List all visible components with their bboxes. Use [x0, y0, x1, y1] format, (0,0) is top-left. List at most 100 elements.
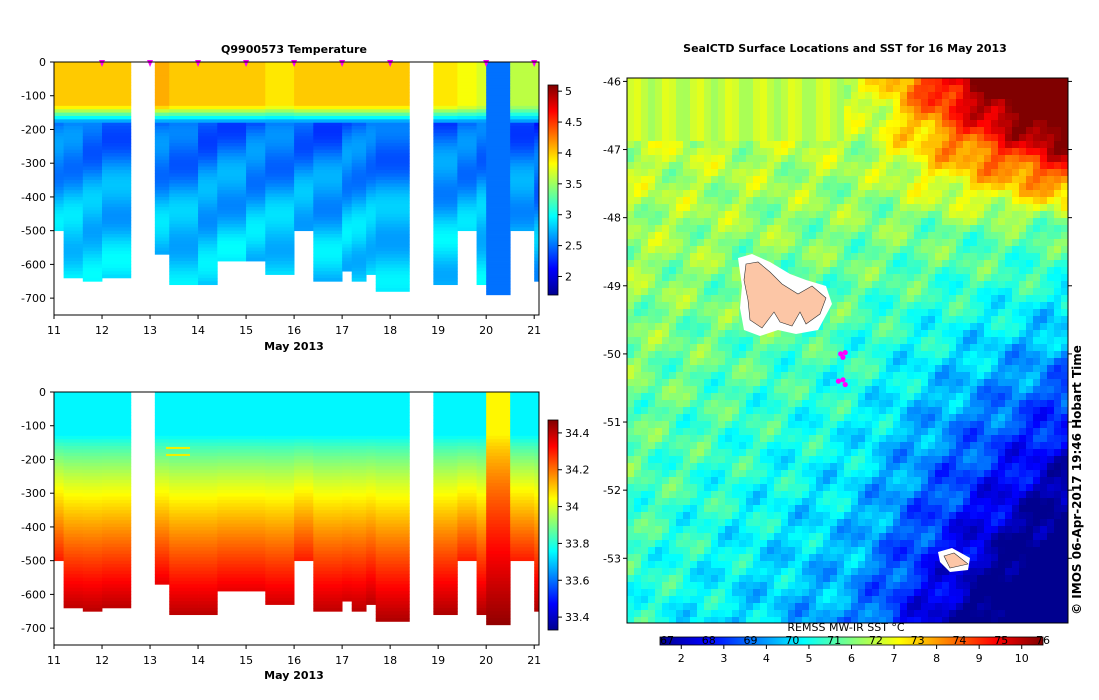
sst-cell	[795, 218, 803, 226]
section-cell	[294, 479, 314, 484]
section-cell	[486, 574, 511, 578]
section-cell	[169, 429, 199, 433]
sst-cell	[1054, 267, 1062, 275]
section-cell	[351, 516, 367, 521]
sst-cell	[1033, 246, 1041, 254]
sst-cell	[662, 204, 670, 212]
section-cell	[534, 422, 540, 427]
sst-cell	[718, 92, 726, 100]
section-cell	[476, 452, 487, 457]
section-cell	[294, 227, 314, 232]
section-cell	[54, 122, 65, 127]
section-cell	[534, 547, 540, 551]
sst-cell	[1061, 204, 1068, 212]
section-cell	[342, 591, 353, 595]
sst-cell	[634, 141, 642, 149]
section-cell	[342, 153, 353, 157]
sst-cell	[641, 190, 649, 198]
section-cell	[154, 88, 170, 93]
section-cell	[476, 244, 487, 248]
section-cell	[476, 261, 487, 265]
sst-cell	[949, 78, 957, 86]
section-cell	[246, 250, 266, 255]
sst-cell	[900, 253, 908, 261]
section-cell	[486, 587, 511, 592]
sst-cell	[1019, 190, 1027, 198]
section-cell	[63, 547, 84, 551]
sst-cell	[683, 78, 691, 86]
sst-cell	[662, 127, 670, 135]
x-tick-label: 20	[479, 324, 493, 337]
section-cell	[154, 237, 170, 242]
section-cell	[169, 466, 199, 470]
sst-cell	[921, 134, 929, 142]
section-cell	[63, 159, 84, 164]
sst-cell	[830, 127, 838, 135]
sst-cell	[662, 155, 670, 163]
section-cell	[534, 126, 540, 130]
section-cell	[198, 452, 218, 457]
sst-cell	[872, 120, 880, 128]
sst-cell	[984, 85, 992, 93]
sst-cell	[1054, 232, 1062, 240]
section-cell	[313, 234, 343, 238]
sst-cell	[935, 155, 943, 163]
section-cell	[510, 398, 535, 403]
section-cell	[63, 567, 84, 572]
section-cell	[433, 203, 458, 208]
section-cell	[265, 78, 295, 83]
sst-cell	[725, 190, 733, 198]
section-cell	[510, 493, 535, 497]
section-cell	[102, 476, 132, 481]
section-cell	[54, 513, 65, 518]
section-cell	[366, 220, 377, 225]
sst-cell	[900, 127, 908, 135]
sst-cell	[970, 302, 978, 310]
sst-cell	[788, 176, 796, 184]
section-cell	[246, 543, 266, 548]
section-cell	[82, 493, 103, 497]
section-cell	[534, 200, 540, 205]
section-cell	[265, 459, 295, 464]
sst-cell	[1019, 85, 1027, 93]
section-cell	[375, 112, 410, 117]
sst-cell	[879, 302, 887, 310]
sst-cell	[823, 253, 831, 261]
section-cell	[351, 442, 367, 447]
sst-cell	[634, 99, 642, 107]
sst-cell	[802, 134, 810, 142]
sst-cell	[1040, 134, 1048, 142]
sst-cell	[1033, 274, 1041, 282]
sst-cell	[1019, 246, 1027, 254]
section-cell	[265, 594, 295, 599]
colorbar-tick-label: 2.5	[565, 240, 583, 253]
section-cell	[534, 550, 540, 555]
section-cell	[457, 452, 477, 457]
sst-cell	[683, 197, 691, 205]
section-cell	[534, 591, 540, 595]
section-cell	[82, 180, 103, 184]
section-cell	[154, 415, 170, 420]
section-cell	[198, 156, 218, 161]
section-cell	[265, 530, 295, 535]
sst-cell	[809, 267, 817, 275]
section-cell	[534, 564, 540, 568]
sst-cell	[984, 169, 992, 177]
section-cell	[534, 264, 540, 269]
section-cell	[351, 523, 367, 528]
section-cell	[476, 146, 487, 151]
section-cell	[534, 553, 540, 558]
sst-cell	[718, 281, 726, 289]
section-cell	[102, 149, 132, 154]
sst-cell	[921, 204, 929, 212]
sst-cell	[634, 260, 642, 268]
section-cell	[476, 68, 487, 73]
sst-cell	[767, 85, 775, 93]
section-cell	[265, 483, 295, 487]
section-cell	[534, 230, 540, 235]
sst-cell	[851, 239, 859, 247]
section-cell	[265, 486, 295, 491]
section-cell	[351, 207, 367, 211]
section-cell	[486, 126, 511, 130]
section-cell	[534, 196, 540, 201]
